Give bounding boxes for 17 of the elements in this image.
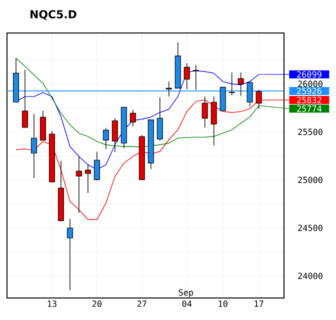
y-tick-label: 25500 [298,128,322,136]
annotation: Sep [178,289,194,298]
y-tick-label: 24000 [298,272,322,280]
chart-title: NQC5.D [30,10,76,20]
y-tick-label: 24500 [298,224,322,232]
x-tick-label: 10 [218,300,228,307]
data-label: 25832 [297,96,322,104]
x-tick-label: 17 [254,300,264,307]
x-tick-label: 13 [48,300,56,307]
y-tick-label: 25000 [298,176,322,184]
x-tick-label: 27 [137,300,146,307]
x-tick-label: 20 [92,300,102,307]
data-label: 26099 [297,71,322,78]
ref-line-label: 25926 [297,88,322,94]
data-label: 25774 [297,105,322,112]
x-tick-label: 04 [182,300,192,307]
y-tick-label: 26000 [298,80,322,88]
